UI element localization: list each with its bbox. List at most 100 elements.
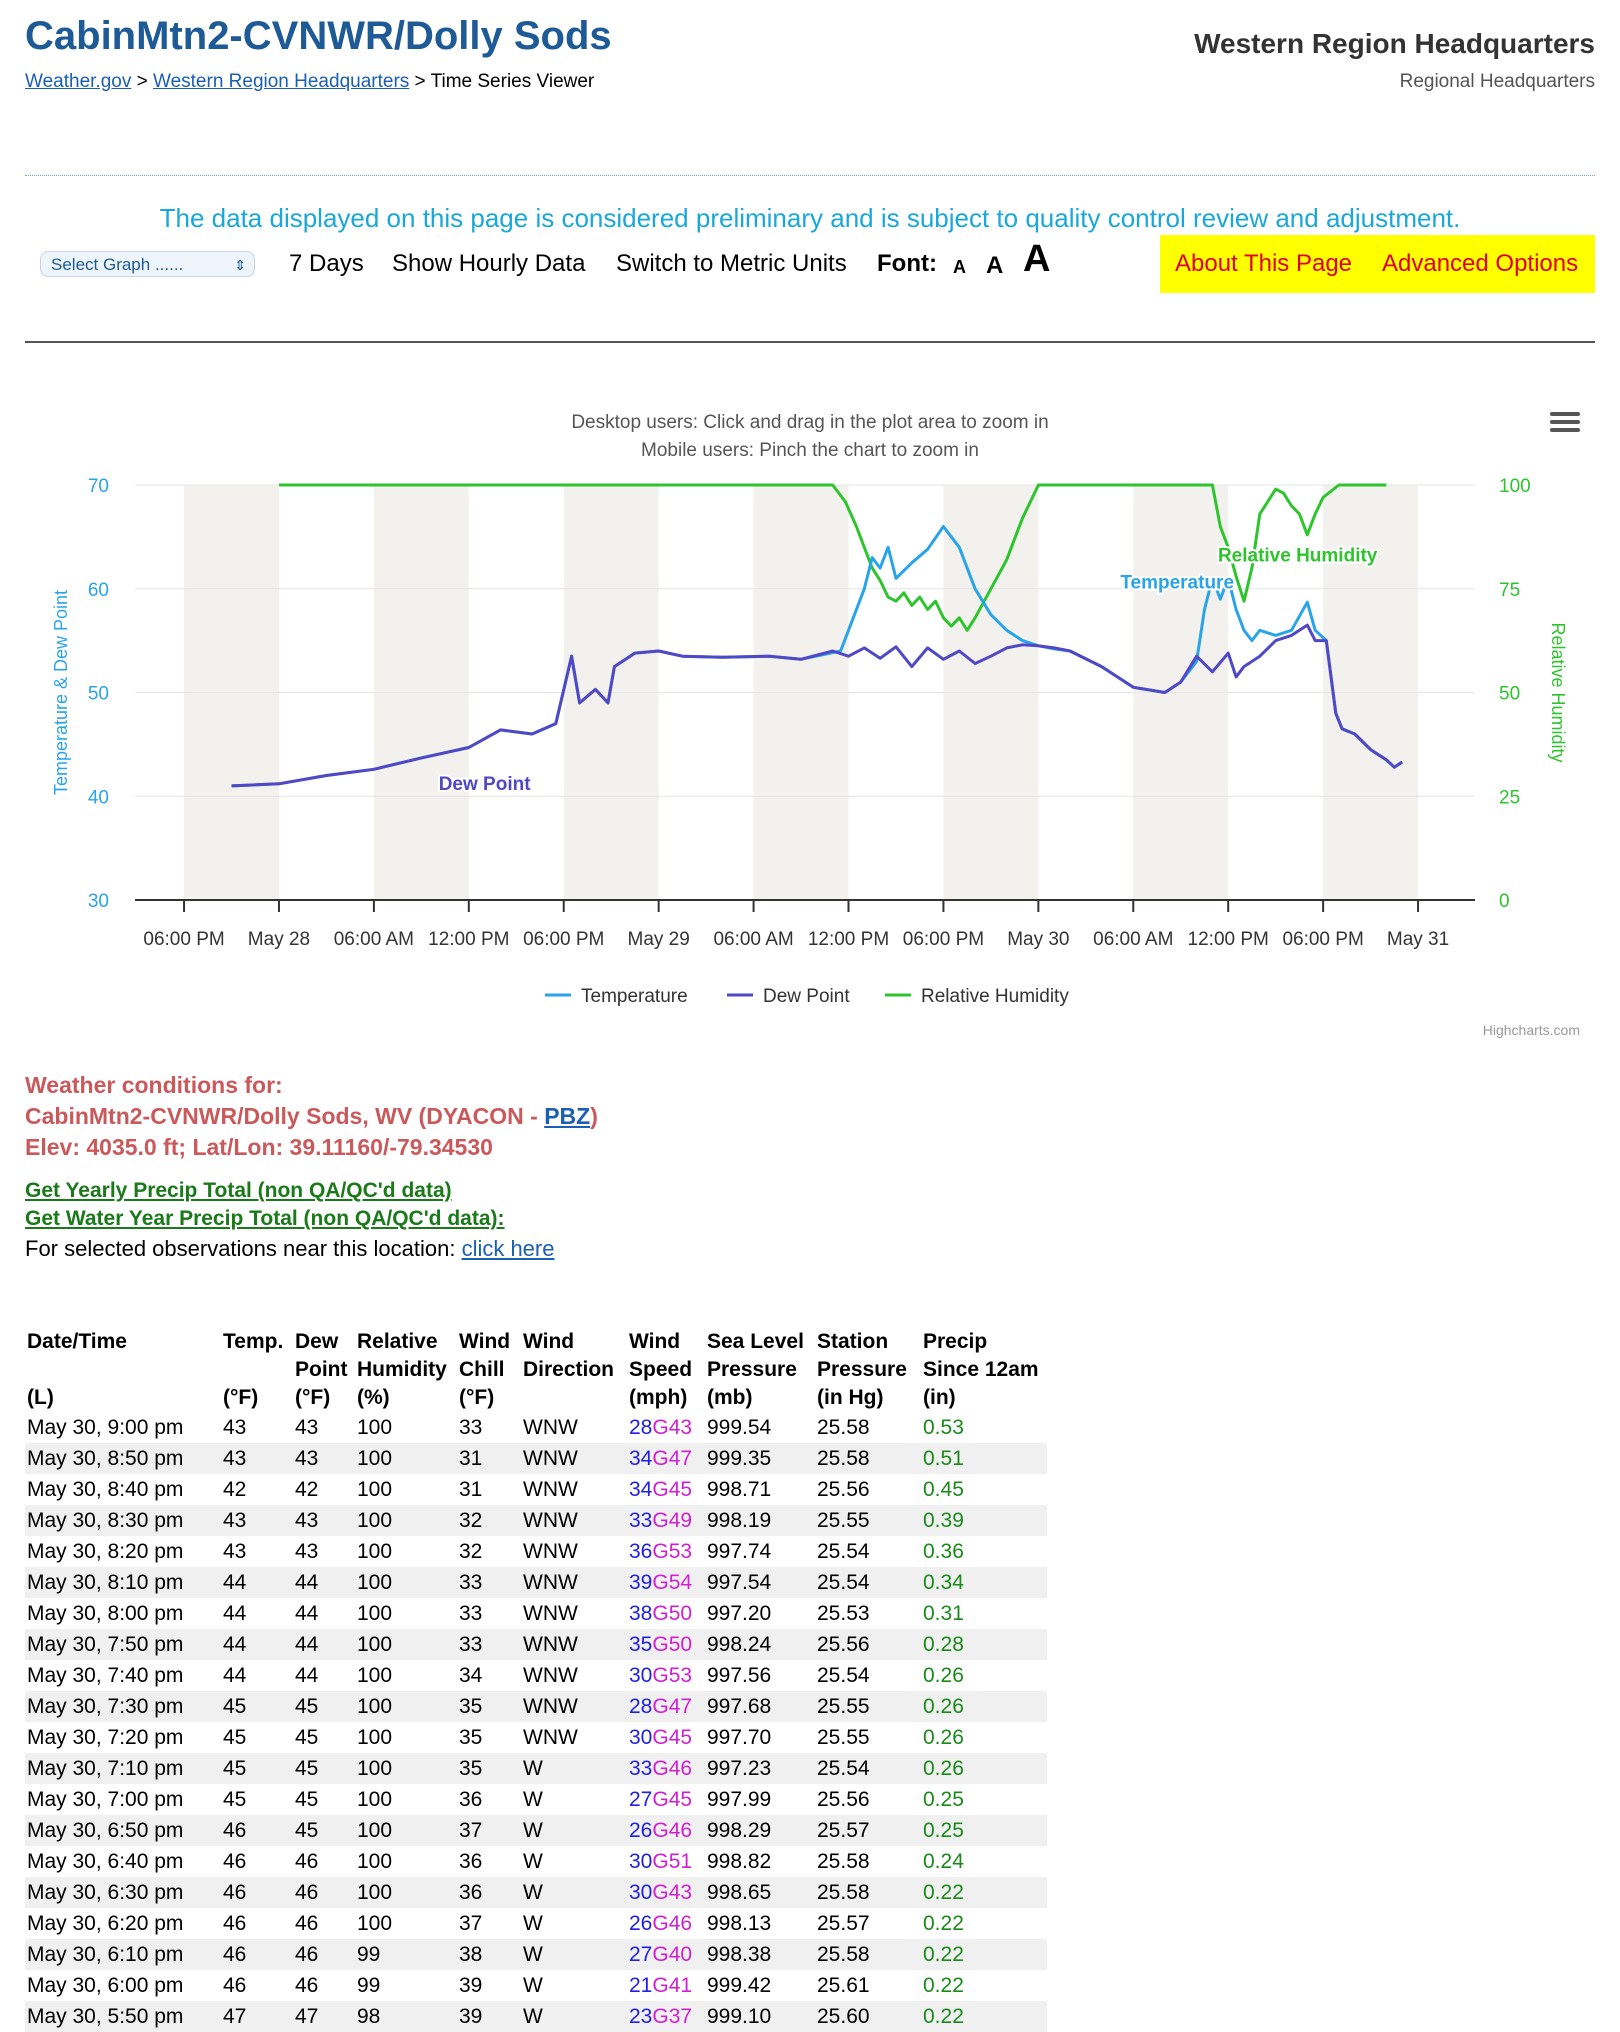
wind-gust-value: G41 [652,1973,693,1997]
cell-precip: 0.22 [921,1939,1047,1970]
cell-sea-level-pressure: 999.42 [707,1973,772,1997]
breadcrumb-weather-gov-link[interactable]: Weather.gov [25,71,132,92]
cell-precip: 0.22 [921,1877,1047,1908]
yearly-precip-link[interactable]: Get Yearly Precip Total (non QA/QC'd dat… [25,1179,452,1202]
x-tick-label: 06:00 PM [143,929,224,950]
wind-gust-value: G51 [652,1849,693,1873]
cell-wind-direction: WNW [523,1539,578,1563]
cell-wind-direction: WNW [523,1601,578,1625]
column-header-line: (mb) [707,1386,753,1409]
page-header: CabinMtn2-CVNWR/Dolly Sods Weather.gov >… [25,10,1595,92]
column-header-line: Wind [459,1330,511,1353]
wind-gust-value: G50 [652,1601,693,1625]
breadcrumb-region-link[interactable]: Western Region Headquarters [152,71,410,92]
cell-date-time: May 30, 8:50 pm [25,1443,221,1474]
cell-sea-level-pressure: 997.20 [707,1601,772,1625]
cell-relative-humidity: 100 [357,1911,393,1935]
cell-precip: 0.31 [923,1601,964,1625]
header-divider [25,175,1595,176]
cell-wind-speed: 26G46 [627,1908,705,1939]
column-header-line [523,1384,623,1412]
switch-metric-units-link[interactable]: Switch to Metric Units [616,250,847,277]
legend-item[interactable]: Temperature [581,986,688,1007]
cell-wind-direction: W [521,2001,627,2032]
cell-temperature: 47 [221,2001,293,2032]
column-header-line: (°F) [459,1386,495,1409]
cell-precip: 0.34 [921,1567,1047,1598]
wfo-pbz-link[interactable]: PBZ [544,1103,591,1129]
about-this-page-link[interactable]: About This Page [1175,250,1353,277]
chart-subtitle-mobile: Mobile users: Pinch the chart to zoom in [641,440,979,461]
column-header-line: Relative [357,1330,438,1353]
seven-days-link[interactable]: 7 Days [289,250,364,277]
cell-wind-chill: 35 [457,1753,521,1784]
wind-gust-value: G46 [652,1756,693,1780]
station-name: CabinMtn2-CVNWR/Dolly Sods, WV (DYACON - [25,1103,545,1129]
x-tick-label: May 31 [1387,929,1449,950]
table-row: May 30, 6:30 pm 46 46 100 36 W 30G43 998.65 25.5… [25,1877,1047,1908]
cell-sea-level-pressure: 999.35 [705,1443,815,1474]
wind-gust-value: G46 [652,1911,693,1935]
cell-precip: 0.53 [923,1415,964,1439]
y-axis-title: Temperature & Dew Point [51,590,71,795]
nearby-observations-link[interactable]: click here [461,1236,555,1261]
column-header-line: Pressure [707,1358,797,1381]
column-header-line: Temp. [223,1330,284,1353]
observations-table: Date/Time (L) Temp. (°F) Dew Point (°F) Relat… [25,1328,1047,2032]
time-series-chart[interactable]: Desktop users: Click and drag in the plo… [25,400,1595,1050]
x-tick-label: May 30 [1007,929,1069,950]
font-small-button[interactable]: A [953,257,966,277]
cell-sea-level-pressure: 998.65 [705,1877,815,1908]
column-header-line [27,1356,217,1384]
wind-speed-value: 35 [629,1632,653,1656]
table-row: May 30, 8:00 pm 44 44 100 33 WNW 38G50 997.20 25… [25,1598,1047,1629]
column-header-line: Dew [295,1330,339,1353]
column-header-line: (°F) [295,1386,331,1409]
font-medium-button[interactable]: A [986,252,1004,279]
font-size-label: Font: [877,250,937,277]
wind-speed-value: 26 [629,1911,653,1935]
cell-sea-level-pressure: 998.24 [705,1629,815,1660]
x-tick-label: 06:00 PM [523,929,604,950]
cell-temperature: 45 [223,1725,247,1749]
legend-item[interactable]: Dew Point [763,986,850,1007]
cell-wind-speed: 28G43 [627,1412,705,1443]
legend-item[interactable]: Relative Humidity [921,986,1069,1007]
chevron-up-down-icon: ⇕ [234,257,246,273]
cell-wind-chill: 39 [459,1973,483,1997]
cell-dew-point: 47 [293,2001,355,2032]
cell-wind-chill: 33 [457,1629,521,1660]
cell-relative-humidity: 100 [357,1601,393,1625]
cell-temperature: 45 [221,1691,293,1722]
cell-wind-speed: 34G45 [627,1474,705,1505]
table-row: May 30, 6:00 pm 46 46 99 39 W 21G41 999.42 25.61… [25,1970,1047,2001]
cell-date-time: May 30, 8:10 pm [25,1567,221,1598]
series-line-relative-humidity [279,483,1387,632]
chart-canvas[interactable]: 30 40 50 60 70 0 25 50 75 100 06:00 PM May 28 06:00 … [25,400,1595,1050]
font-large-button[interactable]: A [1023,238,1051,280]
nearby-observations-line: For selected observations near this loca… [25,1233,1025,1265]
wind-gust-value: G46 [652,1818,693,1842]
cell-date-time: May 30, 9:00 pm [27,1415,184,1439]
cell-wind-speed: 30G43 [627,1877,705,1908]
cell-sea-level-pressure: 997.54 [705,1567,815,1598]
y2-tick-label: 25 [1499,787,1520,808]
show-hourly-data-link[interactable]: Show Hourly Data [392,250,586,277]
cell-station-pressure: 25.61 [817,1973,870,1997]
select-graph-dropdown[interactable]: Select Graph ...... ⇕ [40,251,255,277]
wind-speed-value: 21 [629,1973,653,1997]
cell-relative-humidity: 100 [355,1753,457,1784]
cell-sea-level-pressure: 997.74 [707,1539,772,1563]
cell-relative-humidity: 100 [355,1567,457,1598]
x-tick-label: May 28 [248,929,310,950]
advanced-options-link[interactable]: Advanced Options [1382,250,1579,277]
water-year-precip-link[interactable]: Get Water Year Precip Total (non QA/QC'd… [25,1207,505,1230]
wind-speed-value: 27 [629,1942,653,1966]
cell-dew-point: 45 [293,1753,355,1784]
chart-menu-icon[interactable] [1550,412,1580,436]
wind-speed-value: 28 [629,1415,653,1439]
cell-wind-chill: 39 [457,2001,521,2032]
cell-dew-point: 44 [295,1601,319,1625]
x-tick-label: 12:00 PM [1188,929,1269,950]
wind-gust-value: G43 [652,1415,693,1439]
